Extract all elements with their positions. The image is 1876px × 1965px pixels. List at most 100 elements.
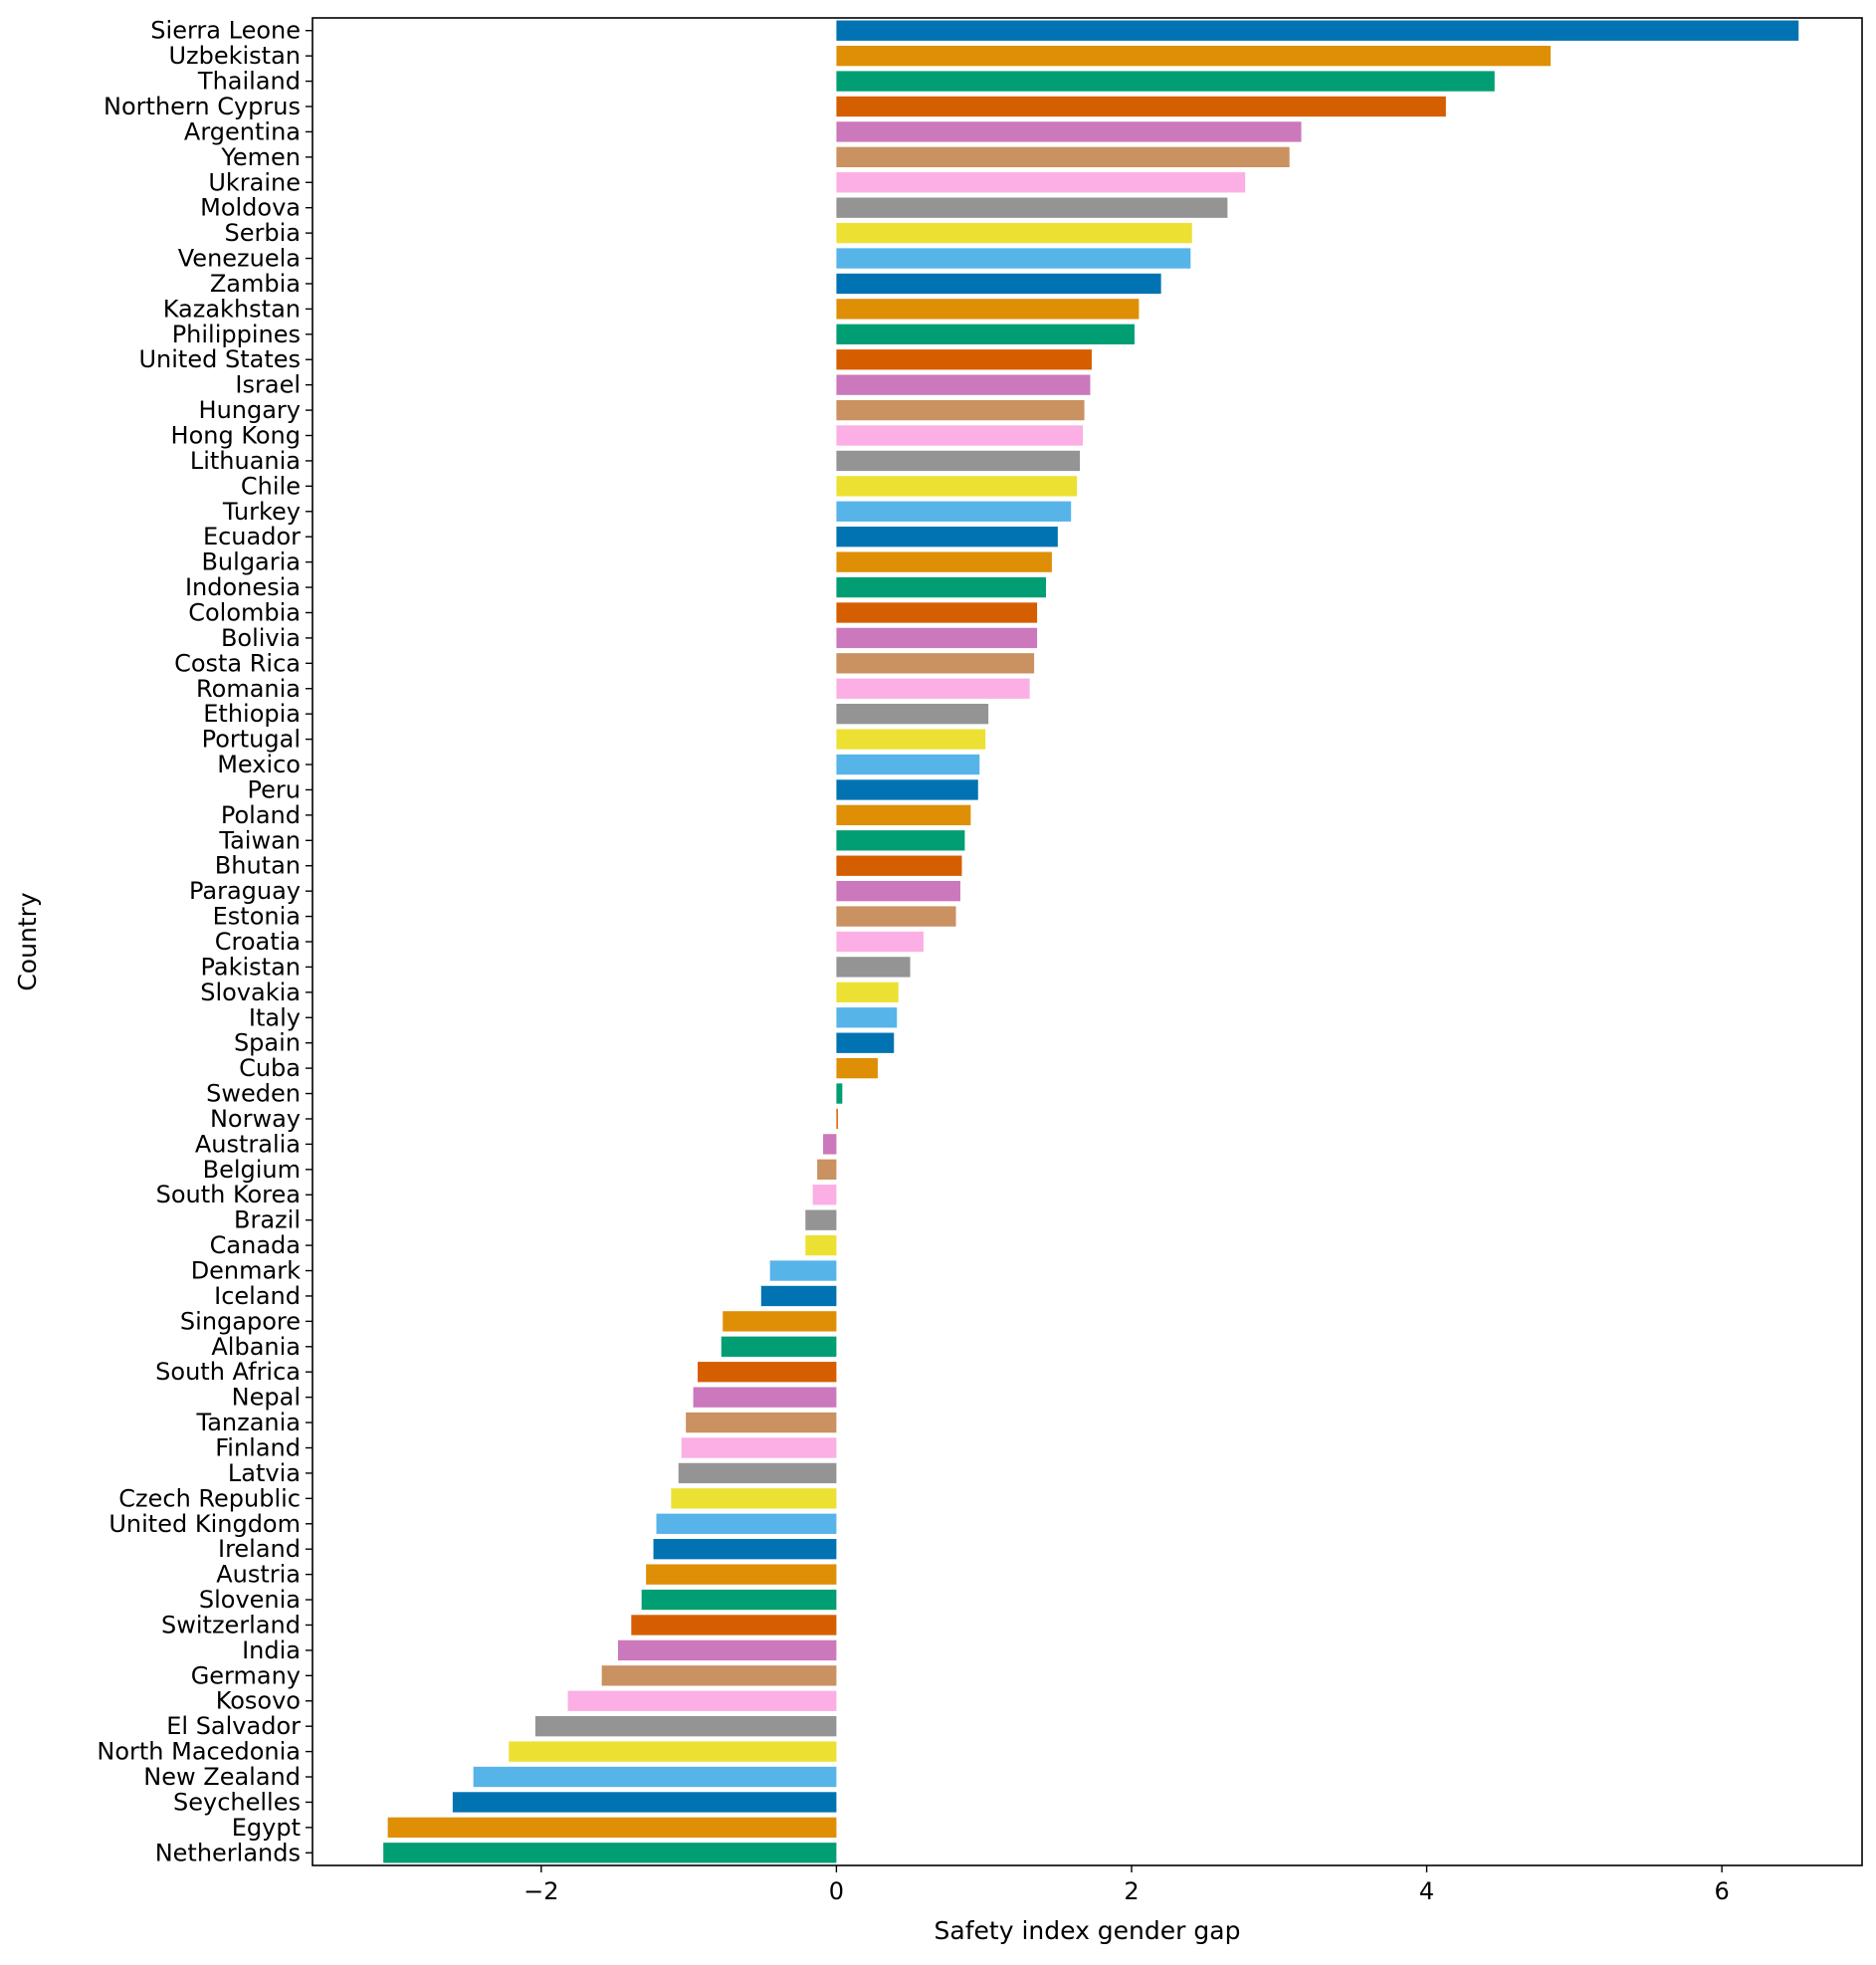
bar bbox=[836, 957, 911, 978]
bars-layer bbox=[383, 20, 1799, 1863]
bar bbox=[686, 1412, 837, 1433]
bar bbox=[836, 855, 962, 876]
y-tick-label: South Africa bbox=[155, 1358, 301, 1386]
bar bbox=[812, 1185, 837, 1205]
y-tick-label: Croatia bbox=[215, 928, 301, 956]
y-tick-label: Thailand bbox=[197, 68, 301, 96]
bar bbox=[836, 349, 1092, 370]
bar bbox=[653, 1539, 837, 1560]
bar bbox=[836, 374, 1091, 395]
y-tick-label: Indonesia bbox=[185, 573, 301, 601]
y-tick-label: Zambia bbox=[210, 270, 301, 298]
bar bbox=[836, 450, 1081, 472]
bar bbox=[836, 754, 980, 775]
bar bbox=[678, 1462, 837, 1484]
bar bbox=[567, 1690, 837, 1711]
y-tick-label: Italy bbox=[249, 1003, 301, 1031]
bar bbox=[817, 1159, 837, 1180]
bar bbox=[823, 1134, 837, 1155]
y-tick-label: Switzerland bbox=[161, 1611, 301, 1638]
bar bbox=[836, 501, 1072, 522]
bar bbox=[534, 1715, 837, 1737]
y-tick-label: Venezuela bbox=[178, 245, 301, 273]
y-tick-label: Taiwan bbox=[218, 826, 301, 854]
y-tick-label: Portugal bbox=[202, 726, 301, 754]
y-tick-label: Egypt bbox=[232, 1814, 301, 1842]
bar bbox=[836, 551, 1052, 572]
y-tick-label: Mexico bbox=[217, 751, 301, 778]
bar bbox=[769, 1260, 837, 1281]
bar bbox=[646, 1564, 837, 1585]
x-tick-label: 2 bbox=[1124, 1877, 1139, 1905]
y-tick-label: Australia bbox=[195, 1130, 301, 1158]
bar bbox=[473, 1766, 837, 1788]
bar bbox=[836, 222, 1192, 244]
y-tick-label: Moldova bbox=[200, 194, 301, 222]
y-tick-label: Sweden bbox=[206, 1080, 301, 1108]
y-tick-label: United States bbox=[138, 345, 301, 373]
y-tick-label: Hong Kong bbox=[171, 422, 301, 450]
y-tick-label: Hungary bbox=[199, 396, 301, 424]
bar bbox=[836, 830, 965, 851]
y-tick-label: Israel bbox=[235, 371, 301, 399]
bar bbox=[836, 804, 971, 826]
bar bbox=[836, 906, 956, 927]
bar bbox=[836, 729, 986, 750]
y-tick-label: Philippines bbox=[172, 321, 301, 348]
bar bbox=[617, 1639, 837, 1661]
y-tick-label: Germany bbox=[191, 1661, 301, 1689]
bar bbox=[383, 1843, 837, 1863]
y-tick-label: Denmark bbox=[191, 1257, 301, 1285]
y-tick-label: Tanzania bbox=[196, 1409, 302, 1436]
y-tick-label: Lithuania bbox=[190, 447, 301, 475]
bar bbox=[805, 1234, 837, 1256]
bar bbox=[805, 1209, 837, 1230]
y-tick-label: Serbia bbox=[225, 219, 301, 247]
bar bbox=[836, 172, 1246, 193]
bar bbox=[452, 1792, 837, 1813]
bar bbox=[721, 1336, 837, 1357]
bar bbox=[836, 1057, 878, 1079]
bar bbox=[509, 1741, 837, 1762]
bar bbox=[760, 1285, 837, 1307]
bar bbox=[836, 1032, 895, 1053]
y-tick-label: Sierra Leone bbox=[150, 17, 301, 45]
y-tick-label: Slovakia bbox=[200, 979, 301, 1006]
bar bbox=[836, 880, 960, 902]
y-tick-label: New Zealand bbox=[143, 1763, 301, 1791]
y-tick-label: Nepal bbox=[232, 1384, 301, 1412]
bar bbox=[836, 576, 1046, 598]
y-tick-label: Costa Rica bbox=[174, 649, 301, 677]
y-tick-label: Ireland bbox=[218, 1535, 301, 1563]
bar bbox=[698, 1362, 837, 1383]
bar bbox=[693, 1387, 837, 1408]
bar bbox=[723, 1311, 837, 1332]
x-tick-label: 0 bbox=[829, 1877, 844, 1905]
y-tick-label: Argentina bbox=[184, 117, 301, 145]
y-tick-label: Paraguay bbox=[189, 877, 301, 905]
y-tick-label: Canada bbox=[210, 1231, 301, 1259]
bar bbox=[836, 248, 1191, 269]
bar bbox=[836, 627, 1038, 649]
y-tick-label: North Macedonia bbox=[97, 1738, 301, 1766]
y-tick-label: Bolivia bbox=[221, 624, 301, 652]
bar bbox=[836, 1108, 838, 1130]
x-tick-label: 4 bbox=[1419, 1877, 1434, 1905]
y-tick-label: Chile bbox=[241, 472, 301, 500]
y-tick-label: Norway bbox=[210, 1105, 301, 1133]
y-tick-label: Northern Cyprus bbox=[104, 93, 301, 120]
bar bbox=[836, 931, 924, 953]
x-axis-label: Safety index gender gap bbox=[935, 1916, 1241, 1945]
bar bbox=[836, 399, 1085, 421]
bar bbox=[836, 121, 1302, 142]
y-axis-label: Country bbox=[13, 892, 42, 991]
y-tick-label: Colombia bbox=[188, 598, 301, 626]
bar bbox=[836, 273, 1161, 295]
y-tick-label: Ukraine bbox=[208, 168, 301, 196]
bar bbox=[836, 1083, 843, 1104]
y-tick-label: Singapore bbox=[180, 1307, 301, 1335]
y-tick-label: Romania bbox=[196, 675, 301, 703]
y-tick-label: South Korea bbox=[156, 1181, 301, 1208]
bar bbox=[836, 476, 1078, 497]
